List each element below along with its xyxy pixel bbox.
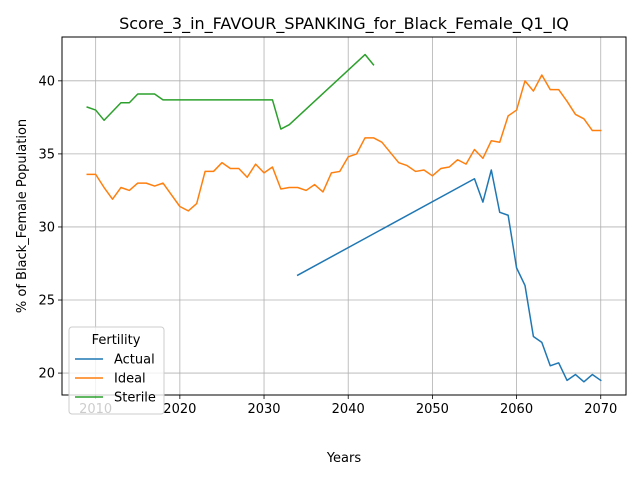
x-tick-label: 2070 [584, 402, 617, 417]
legend-box [68, 326, 165, 415]
series-line-sterile [86, 53, 375, 130]
series-line-ideal [86, 74, 602, 212]
legend-label: Sterile [114, 391, 156, 406]
legend-title: Fertility [92, 333, 141, 348]
legend-label: Actual [114, 353, 155, 368]
x-tick-label: 2030 [247, 402, 280, 417]
legend-entry-sterile: Sterile [75, 391, 156, 406]
x-axis-label: Years [326, 451, 362, 466]
legend: Fertility Actual Ideal Sterile [68, 326, 165, 415]
y-tick-label: 30 [38, 220, 55, 235]
series-line-actual [296, 169, 602, 383]
x-tick-label: 2040 [332, 402, 365, 417]
legend-label: Ideal [114, 372, 146, 387]
chart-title: Score_3_in_FAVOUR_SPANKING_for_Black_Fem… [119, 14, 569, 34]
y-tick-label: 20 [38, 367, 55, 382]
y-axis-label: % of Black_Female Population [15, 119, 30, 313]
x-tick-label: 2020 [163, 402, 196, 417]
y-tick-label: 25 [38, 294, 55, 309]
plot-area-frame [61, 36, 627, 396]
series-lines [86, 53, 602, 383]
legend-entry-actual: Actual [75, 353, 155, 368]
y-tick-label: 40 [38, 74, 55, 89]
y-tick-label: 35 [38, 147, 55, 162]
x-tick-label: 2050 [416, 402, 449, 417]
legend-entry-ideal: Ideal [75, 372, 146, 387]
legend-entries: Actual Ideal Sterile [75, 353, 156, 406]
x-tick-label: 2060 [500, 402, 533, 417]
